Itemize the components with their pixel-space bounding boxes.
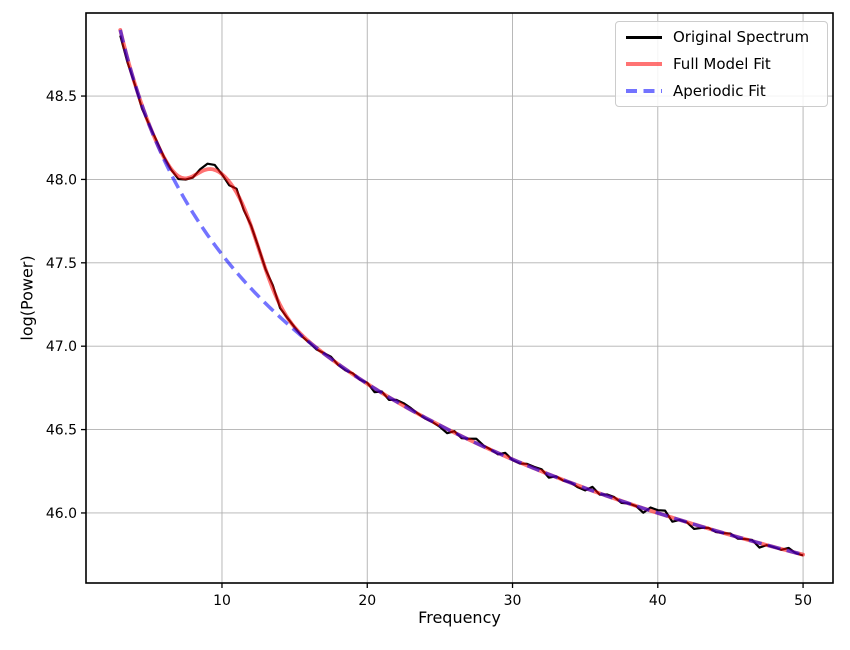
x-tick-label: 10 <box>213 593 231 609</box>
y-tick-label: 47.0 <box>46 339 77 355</box>
legend-item-aperiodic-fit: Aperiodic Fit <box>616 82 827 100</box>
aperiodic-fit-line <box>118 29 804 557</box>
legend: Original Spectrum Full Model Fit Aperiod… <box>615 21 828 107</box>
y-tick-label: 47.5 <box>46 256 77 272</box>
y-tick-label: 48.0 <box>46 172 77 188</box>
original-spectrum-line-icon <box>626 36 662 39</box>
axes-spines <box>85 12 834 584</box>
full-model-fit-line <box>118 28 805 557</box>
full-model-fit-line-icon <box>626 61 662 66</box>
legend-item-original-spectrum: Original Spectrum <box>616 28 827 46</box>
y-axis-label: log(Power) <box>17 255 37 341</box>
tick-labels: 10 20 30 40 50 46.0 46.5 47.0 47.5 48.0 48.5 <box>46 89 812 609</box>
y-tick-label: 46.0 <box>46 506 77 522</box>
aperiodic-fit-line-icon <box>626 88 662 93</box>
original-spectrum-line <box>119 35 804 557</box>
legend-item-full-model-fit: Full Model Fit <box>616 55 827 73</box>
legend-label: Aperiodic Fit <box>673 81 766 100</box>
x-axis-label: Frequency <box>418 608 501 627</box>
legend-label: Original Spectrum <box>673 28 810 47</box>
x-tick-label: 30 <box>504 593 522 609</box>
y-tick-label: 46.5 <box>46 423 77 439</box>
axis-ticks <box>81 95 804 588</box>
legend-label: Full Model Fit <box>673 54 771 73</box>
x-tick-label: 20 <box>358 593 376 609</box>
x-tick-label: 40 <box>649 593 667 609</box>
y-tick-label: 48.5 <box>46 89 77 105</box>
x-tick-label: 50 <box>794 593 812 609</box>
grid <box>86 13 833 583</box>
